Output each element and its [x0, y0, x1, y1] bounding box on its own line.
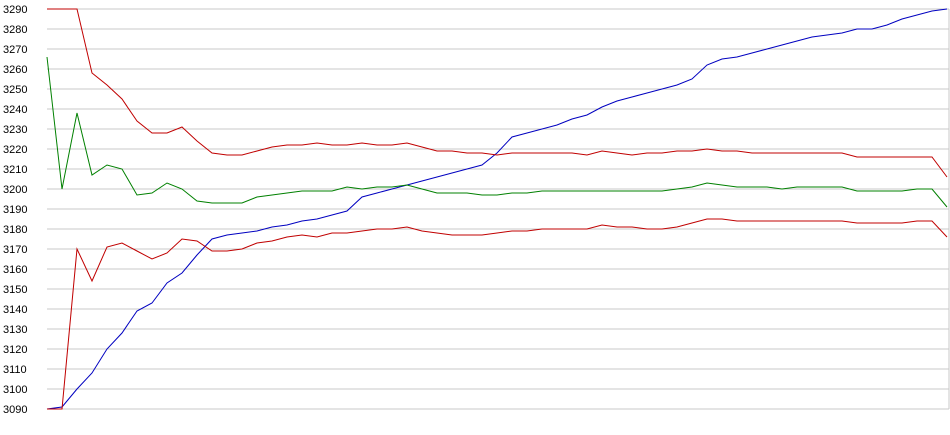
y-tick-label: 3210: [3, 164, 27, 176]
y-tick-label: 3170: [3, 244, 27, 256]
y-tick-label: 3130: [3, 324, 27, 336]
series-line: [47, 218, 948, 410]
series-line: [46, 8, 948, 410]
y-tick-label: 3290: [3, 4, 27, 16]
y-tick-label: 3220: [3, 144, 27, 156]
y-tick-label: 3120: [3, 344, 27, 356]
y-tick-label: 3280: [3, 24, 27, 36]
y-tick-label: 3190: [3, 204, 27, 216]
y-tick-label: 3230: [3, 124, 27, 136]
y-tick-label: 3150: [3, 284, 27, 296]
y-tick-label: 3100: [3, 384, 27, 396]
series-line: [47, 8, 948, 178]
y-tick-label: 3250: [3, 84, 27, 96]
y-tick-label: 3240: [3, 104, 27, 116]
y-tick-label: 3200: [3, 184, 27, 196]
y-tick-label: 3260: [3, 64, 27, 76]
series-line: [46, 56, 948, 208]
y-tick-label: 3160: [3, 264, 27, 276]
y-tick-label: 3090: [3, 404, 27, 416]
y-tick-label: 3180: [3, 224, 27, 236]
y-tick-label: 3140: [3, 304, 27, 316]
y-tick-label: 3110: [3, 364, 27, 376]
y-tick-label: 3270: [3, 44, 27, 56]
